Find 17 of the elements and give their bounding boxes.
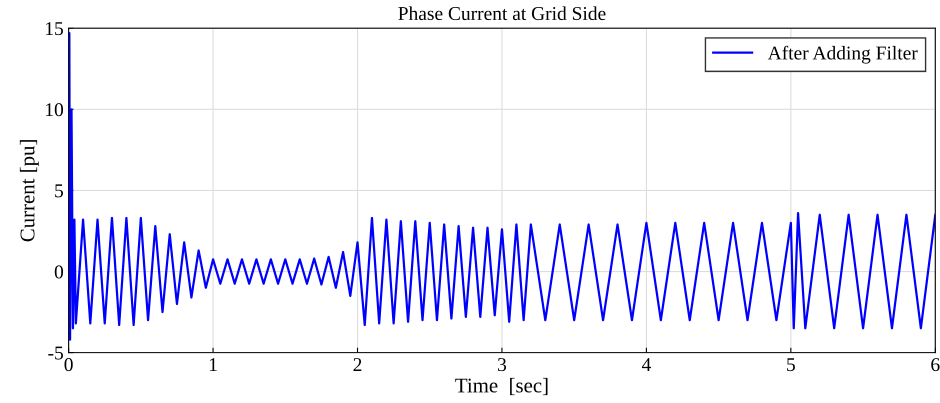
y-tick-label: -5	[48, 346, 63, 360]
legend-label: After Adding Filter	[768, 46, 918, 64]
x-tick-label: 2	[354, 358, 362, 371]
x-tick-label: 1	[210, 358, 217, 371]
x-tick-label: 3	[498, 358, 506, 372]
y-axis-title: Current [pu]	[20, 140, 39, 242]
line-series	[68, 32, 936, 341]
x-tick-label: 5	[787, 358, 795, 372]
y-tick-label: 15	[46, 22, 63, 36]
chart-title: Phase Current at Grid Side	[398, 6, 606, 20]
y-tick-label: 5	[55, 184, 63, 198]
x-tick-label: 0	[64, 358, 73, 372]
x-tick-label: 4	[642, 358, 651, 371]
x-axis-title: Time [sec]	[455, 378, 548, 396]
y-tick-label: 10	[46, 103, 64, 116]
x-tick-label: 6	[931, 358, 940, 372]
y-tick-label: 0	[54, 265, 64, 278]
